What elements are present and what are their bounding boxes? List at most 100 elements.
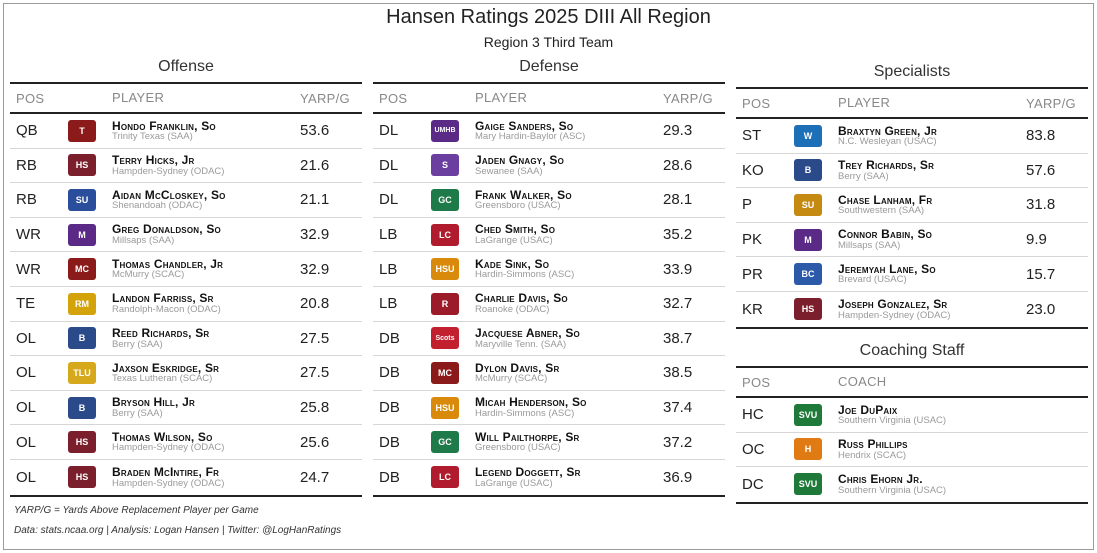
player-cell: Charlie Davis, So Roanoke (ODAC)	[467, 292, 663, 315]
millsaps-m-logo-icon: M	[68, 223, 96, 246]
brevard-bc-logo-icon: BC	[794, 263, 822, 286]
player-school: Hardin-Simmons (ASC)	[475, 269, 575, 281]
player-cell: Bryson Hill, Jr Berry (SAA)	[104, 396, 300, 419]
player-name: Gaige Sanders, So	[475, 118, 574, 133]
player-name: Hondo Franklin, So	[112, 118, 216, 133]
footnote: YARP/G = Yards Above Replacement Player …	[14, 505, 259, 516]
hardin-simmons-logo-icon: HSU	[431, 396, 459, 419]
player-school: Southern Virginia (USAC)	[838, 415, 947, 427]
player-cell: Joseph Gonzalez, Sr Hampden-Sydney (ODAC)	[830, 298, 1026, 321]
player-school: Texas Lutheran (SCAC)	[112, 373, 213, 385]
player-school: LaGrange (USAC)	[475, 234, 553, 246]
player-school: Hampden-Sydney (ODAC)	[112, 477, 225, 489]
table-row: OL TLU Jaxson Eskridge, Sr Texas Lutheran (…	[10, 356, 362, 391]
player-cell: Ched Smith, So LaGrange (USAC)	[467, 223, 663, 246]
row-pos: DL	[379, 191, 399, 209]
hardin-simmons-logo-icon: HSU	[431, 258, 459, 281]
player-name: Joe DuPaix	[838, 402, 898, 417]
row-yarp-value: 31.8	[1026, 196, 1056, 214]
credit-line: Data: stats.ncaa.org | Analysis: Logan H…	[14, 525, 342, 536]
table-row: RB HS Terry Hicks, Jr Hampden-Sydney (ODAC)…	[10, 149, 362, 184]
player-name: Jeremyah Lane, So	[838, 261, 936, 276]
hampden-sydney-logo-icon: HS	[68, 466, 96, 489]
row-pos: DB	[379, 433, 400, 451]
defense-panel: Defense POS PLAYER YARP/G DL UMHB Gaige Sa…	[373, 58, 725, 497]
header-pos: POS	[742, 374, 771, 390]
player-name: Jaxson Eskridge, Sr	[112, 360, 220, 375]
table-header: POS PLAYER YARP/G	[10, 84, 362, 112]
row-pos: OL	[16, 399, 37, 417]
row-pos: KO	[742, 161, 764, 179]
row-pos: QB	[16, 122, 38, 140]
player-school: Greensboro (USAC)	[475, 200, 561, 212]
texas-lutheran-logo-icon: TLU	[68, 361, 96, 384]
row-yarp-value: 9.9	[1026, 231, 1047, 249]
berry-shield-logo-icon: B	[794, 159, 822, 182]
header-pos: POS	[742, 95, 771, 111]
player-name: Greg Donaldson, So	[112, 222, 221, 237]
row-yarp-value: 27.5	[300, 329, 330, 347]
sewanee-tiger-logo-icon: S	[431, 154, 459, 177]
player-school: N.C. Wesleyan (USAC)	[838, 136, 937, 148]
logo-cell: Scots	[423, 327, 467, 350]
logo-cell: SVU	[786, 473, 830, 496]
table-row: DB HSU Micah Henderson, So Hardin-Simmons (…	[373, 391, 725, 426]
table-row: OL B Reed Richards, Sr Berry (SAA) 27.5	[10, 322, 362, 357]
coaching-panel: Coaching Staff POS COACH HC SVU Joe DuPaix…	[736, 342, 1088, 504]
row-yarp-value: 27.5	[300, 364, 330, 382]
logo-cell: UMHB	[423, 119, 467, 142]
player-name: Legend Doggett, Sr	[475, 464, 581, 479]
nc-wesleyan-logo-icon: W	[794, 124, 822, 147]
divider	[736, 87, 1088, 89]
berry-shield-logo-icon: B	[68, 327, 96, 350]
divider	[10, 494, 362, 497]
page-frame	[3, 3, 1094, 550]
table-row: DL S Jaden Gnagy, So Sewanee (SAA) 28.6	[373, 149, 725, 184]
player-cell: Jacquese Abner, So Maryville Tenn. (SAA)	[467, 327, 663, 350]
row-yarp-value: 38.5	[663, 364, 693, 382]
row-pos: OL	[16, 364, 37, 382]
player-cell: Frank Walker, So Greensboro (USAC)	[467, 189, 663, 212]
row-pos: DB	[379, 468, 400, 486]
player-name: Trey Richards, Sr	[838, 158, 935, 173]
player-cell: Gaige Sanders, So Mary Hardin-Baylor (ASC…	[467, 118, 663, 143]
table-row: WR MC Thomas Chandler, Jr McMurry (SCAC) 32.…	[10, 252, 362, 287]
player-cell: Aidan McCloskey, So Shenandoah (ODAC)	[104, 189, 300, 212]
player-cell: Landon Farriss, Sr Randolph-Macon (ODAC)	[104, 292, 300, 315]
row-yarp-value: 35.2	[663, 226, 693, 244]
divider	[736, 396, 1088, 398]
table-row: OL HS Thomas Wilson, So Hampden-Sydney (ODA…	[10, 425, 362, 460]
player-name: Will Pailthorpe, Sr	[475, 429, 580, 444]
table-row: DL UMHB Gaige Sanders, So Mary Hardin-Baylo…	[373, 114, 725, 149]
divider	[736, 326, 1088, 329]
row-yarp-value: 37.2	[663, 433, 693, 451]
table-row: KO B Trey Richards, Sr Berry (SAA) 57.6	[736, 154, 1088, 189]
logo-cell: S	[423, 154, 467, 177]
table-row: RB SU Aidan McCloskey, So Shenandoah (ODAC)…	[10, 183, 362, 218]
player-name: Thomas Wilson, So	[112, 429, 213, 444]
row-pos: RB	[16, 191, 37, 209]
row-yarp-value: 57.6	[1026, 161, 1056, 179]
berry-shield-logo-icon: B	[68, 396, 96, 419]
player-cell: Thomas Chandler, Jr McMurry (SCAC)	[104, 258, 300, 281]
table-header: POS PLAYER YARP/G	[373, 84, 725, 112]
logo-cell: HSU	[423, 258, 467, 281]
player-school: Hampden-Sydney (ODAC)	[112, 442, 225, 454]
player-name: Landon Farriss, Sr	[112, 291, 214, 306]
logo-cell: GC	[423, 188, 467, 211]
table-row: QB T Hondo Franklin, So Trinity Texas (SAA)…	[10, 114, 362, 149]
table-row: P SU Chase Lanham, Fr Southwestern (SAA) 31.…	[736, 188, 1088, 223]
trinity-tiger-logo-icon: T	[68, 119, 96, 142]
header-pos: POS	[16, 90, 45, 106]
logo-cell: B	[60, 396, 104, 419]
row-yarp-value: 32.9	[300, 260, 330, 278]
logo-cell: HS	[786, 298, 830, 321]
header-yarp: YARP/G	[300, 90, 350, 106]
row-yarp-value: 25.6	[300, 433, 330, 451]
table-row: WR M Greg Donaldson, So Millsaps (SAA) 32.9	[10, 218, 362, 253]
player-name: Connor Babin, So	[838, 227, 933, 242]
divider	[10, 82, 362, 84]
randolph-macon-yellowjacket-logo-icon: RM	[68, 292, 96, 315]
row-yarp-value: 33.9	[663, 260, 693, 278]
logo-cell: HS	[60, 466, 104, 489]
